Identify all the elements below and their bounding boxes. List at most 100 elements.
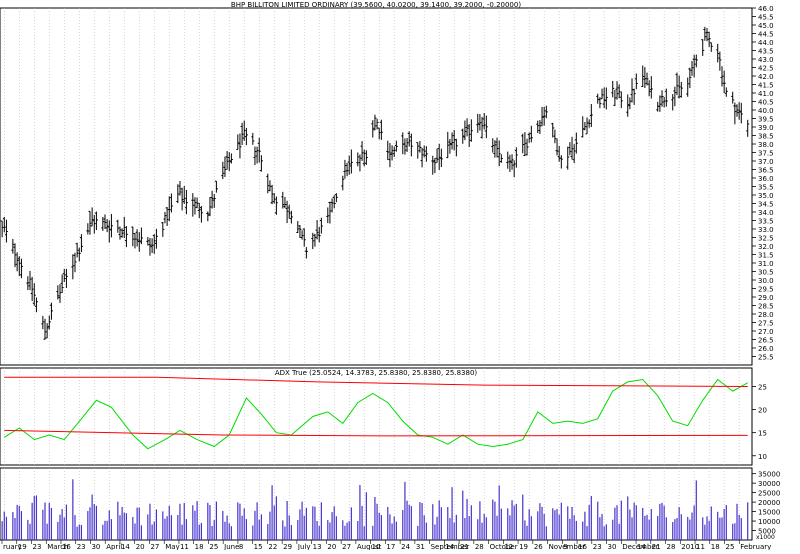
price-bar: [379, 119, 383, 140]
price-bar: [602, 87, 606, 109]
price-bar: [418, 141, 422, 153]
price-bar: [559, 155, 563, 169]
y-tick-label: 38.5: [758, 133, 774, 141]
y-tick-label: 43.0: [758, 56, 774, 64]
price-bar: [0, 220, 4, 238]
price-bar: [182, 185, 186, 204]
price-bar: [362, 149, 366, 167]
x-tick-label: 13: [313, 543, 322, 550]
price-bar: [345, 162, 349, 177]
price-panel-title: BHP BILLITON LIMITED ORDINARY (39.5600, …: [231, 1, 521, 9]
price-bar: [92, 214, 96, 234]
x-tick-label: 20: [327, 543, 336, 550]
price-bar: [75, 242, 79, 258]
price-bar: [272, 193, 276, 204]
price-bar: [88, 210, 92, 235]
y-tick-label: 27.5: [758, 320, 774, 328]
price-bar: [701, 39, 705, 56]
price-bar: [195, 197, 199, 209]
price-bar: [677, 75, 681, 99]
price-bar: [199, 206, 203, 223]
vertical-grid: [3, 8, 740, 540]
price-bar: [497, 140, 501, 167]
price-bar: [491, 138, 495, 153]
price-bar: [116, 219, 120, 233]
price-bar: [356, 152, 360, 167]
price-bar: [163, 211, 167, 224]
price-bar: [566, 146, 570, 170]
price-bar: [446, 131, 450, 159]
price-bar: [420, 147, 424, 168]
panel-frame: [0, 7, 753, 366]
price-bar: [184, 189, 188, 215]
price-bar: [688, 67, 692, 89]
y-tick-label: 28.0: [758, 311, 774, 319]
x-tick-label: 18: [711, 543, 720, 550]
y-tick-label: 33.0: [758, 226, 774, 234]
price-bar: [377, 127, 381, 140]
y-tick-label: 39.5: [758, 116, 774, 124]
price-bar: [568, 142, 572, 156]
price-bar: [326, 207, 330, 224]
x-tick-label: 30: [91, 543, 100, 550]
price-bar: [101, 216, 105, 231]
price-bar: [439, 148, 443, 168]
price-bar: [600, 88, 604, 100]
x-tick-label: 15: [254, 543, 263, 550]
price-bar: [47, 315, 51, 330]
price-bar: [103, 214, 107, 230]
y-tick-label: 45.0: [758, 22, 774, 30]
price-bar: [521, 133, 525, 154]
price-bar: [658, 95, 662, 112]
price-bar: [465, 118, 469, 137]
price-bar: [478, 113, 482, 131]
price-bar: [118, 226, 122, 240]
price-bar: [221, 161, 225, 180]
price-bar: [484, 115, 488, 139]
y-tick-label: 30000: [758, 480, 780, 488]
x-tick-label: May: [165, 543, 179, 550]
price-bar: [461, 128, 465, 144]
price-bar: [585, 117, 589, 135]
price-bar: [390, 145, 394, 161]
y-tick-label: 30.5: [758, 269, 774, 277]
y-tick-label: 36.5: [758, 167, 774, 175]
price-bar: [236, 134, 240, 150]
x-tick-label: 10: [372, 543, 381, 550]
x-tick-label: 11: [180, 543, 189, 550]
x-tick-label: 21: [652, 543, 661, 550]
price-bar: [724, 87, 728, 97]
price-bar: [424, 146, 428, 162]
y-tick-label: 25000: [758, 490, 780, 498]
price-bar: [416, 142, 420, 159]
price-bar: [360, 141, 364, 161]
price-bar: [403, 138, 407, 155]
price-bar: [191, 193, 195, 217]
price-bar: [58, 284, 62, 303]
price-bar: [17, 256, 21, 277]
y-tick-label: 26.0: [758, 345, 774, 353]
price-bar: [150, 238, 154, 254]
y-axis-1: 10 15 20 25: [752, 383, 767, 461]
price-bar: [122, 216, 126, 239]
y-tick-label: 5000: [758, 528, 776, 536]
price-bar: [589, 104, 593, 128]
price-bar: [152, 234, 156, 254]
y-tick-label: 25: [758, 383, 767, 391]
price-bar: [686, 77, 690, 97]
x-tick-label: October: [490, 543, 518, 550]
price-bar: [660, 90, 664, 107]
price-bar: [11, 238, 15, 254]
price-bar: [341, 175, 345, 191]
x-tick-label: 30: [608, 543, 617, 550]
y-tick-label: 32.5: [758, 235, 774, 243]
price-bar: [347, 155, 351, 175]
price-bar: [544, 105, 548, 119]
x-tick-label: 20: [136, 543, 145, 550]
price-bar: [619, 91, 623, 109]
price-bar: [287, 204, 291, 219]
y-tick-label: 29.0: [758, 294, 774, 302]
price-bar: [28, 270, 32, 291]
